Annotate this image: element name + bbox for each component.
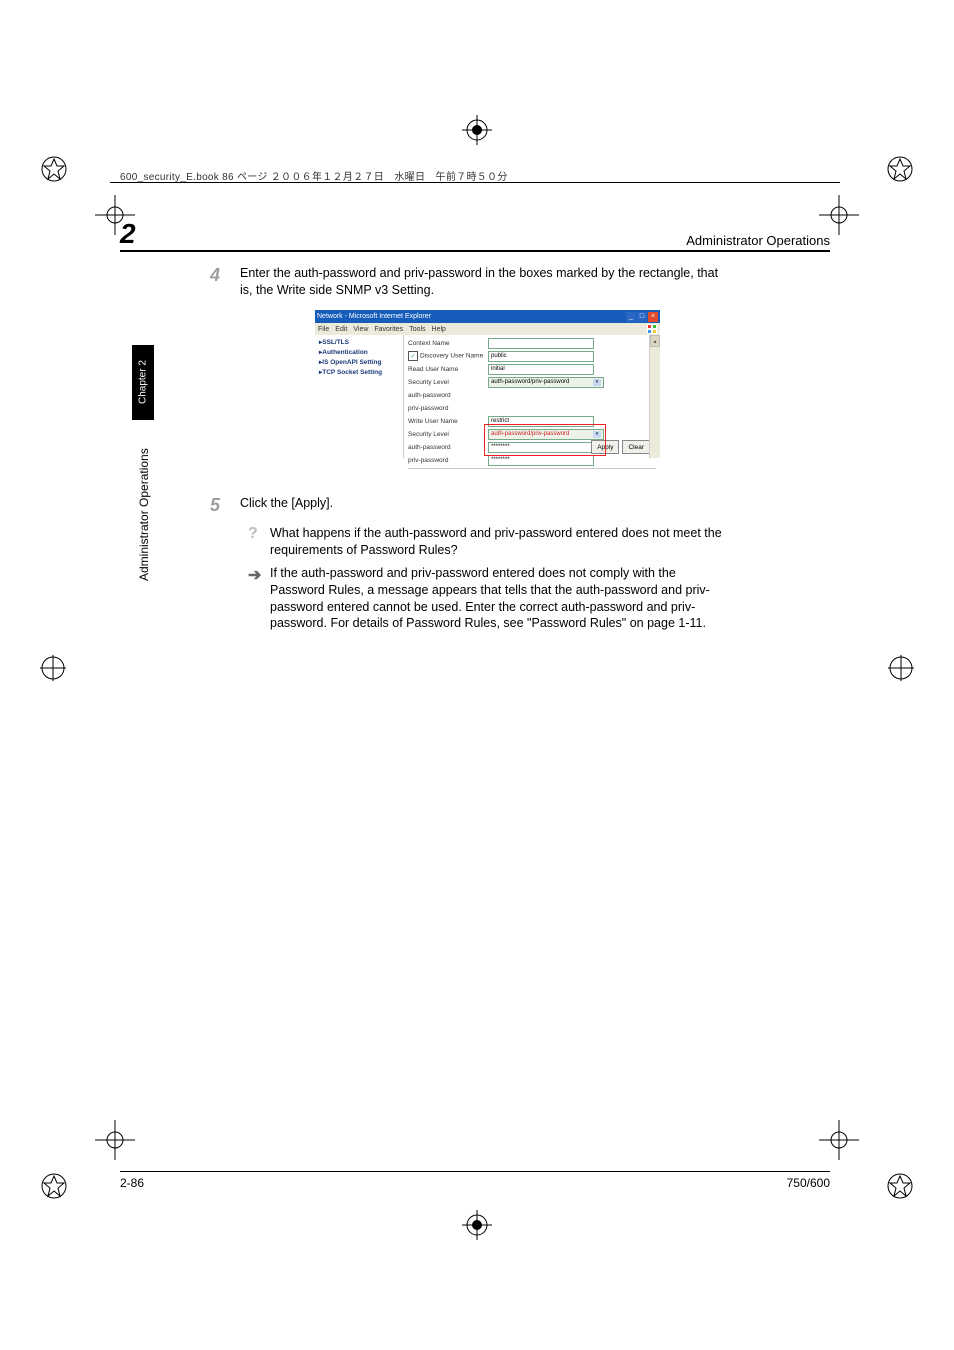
embedded-screenshot: Network - Microsoft Internet Explorer _ … bbox=[315, 310, 660, 458]
sidebar-tcp-socket[interactable]: ▸TCP Socket Setting bbox=[315, 367, 403, 377]
regmark-right-center bbox=[888, 655, 914, 681]
sidebar-authentication[interactable]: ▸Authentication bbox=[315, 347, 403, 357]
menu-favorites[interactable]: Favorites bbox=[374, 326, 403, 333]
ss-title: Network - Microsoft Internet Explorer bbox=[317, 313, 431, 320]
input-read-user[interactable]: initial bbox=[488, 364, 594, 375]
file-info-bar: 600_security_E.book 86 ページ ２００６年１２月２７日 水… bbox=[120, 168, 508, 183]
label-read-user: Read User Name bbox=[408, 366, 488, 373]
select-security-level[interactable]: auth-password/priv-password▾ bbox=[488, 377, 604, 388]
sidebar-ssl-tls[interactable]: ▸SSL/TLS bbox=[315, 337, 403, 347]
minimize-icon[interactable]: _ bbox=[626, 312, 636, 322]
checkbox-discovery[interactable]: ✓ bbox=[408, 351, 418, 361]
label-priv-pw: priv-password bbox=[408, 405, 488, 412]
label-security-level-2: Security Level bbox=[408, 431, 488, 438]
label-security-level: Security Level bbox=[408, 379, 488, 386]
label-auth-pw: auth-password bbox=[408, 392, 488, 399]
label-priv-pw-2: priv-password bbox=[408, 457, 488, 464]
label-context-name: Context Name bbox=[408, 340, 488, 347]
ie-logo-icon bbox=[647, 324, 657, 334]
regmark-top-center bbox=[462, 115, 492, 145]
question-text: What happens if the auth-password and pr… bbox=[270, 525, 730, 559]
menu-file[interactable]: File bbox=[318, 326, 329, 333]
footer-page-number: 2-86 bbox=[120, 1176, 144, 1190]
step-4-text: Enter the auth-password and priv-passwor… bbox=[240, 265, 730, 299]
answer-text: If the auth-password and priv-password e… bbox=[270, 565, 730, 633]
label-write-user: Write User Name bbox=[408, 418, 488, 425]
step-4: 4 Enter the auth-password and priv-passw… bbox=[240, 265, 730, 299]
menu-view[interactable]: View bbox=[353, 326, 368, 333]
footer-model: 750/600 bbox=[787, 1176, 830, 1190]
ss-menubar: File Edit View Favorites Tools Help bbox=[315, 323, 660, 335]
menu-edit[interactable]: Edit bbox=[335, 326, 347, 333]
page-header: 2 Administrator Operations bbox=[120, 220, 830, 252]
sidebar-openapi[interactable]: ▸IS OpenAPI Setting bbox=[315, 357, 403, 367]
step-5-number: 5 bbox=[210, 495, 220, 516]
label-discovery-user: ✓Discovery User Name bbox=[408, 351, 488, 361]
answer-arrow-icon: ➔ bbox=[248, 565, 261, 585]
ss-divider bbox=[408, 468, 656, 469]
ss-sidebar: ▸SSL/TLS ▸Authentication ▸IS OpenAPI Set… bbox=[315, 335, 404, 458]
page-footer: 2-86 750/600 bbox=[120, 1171, 830, 1190]
regmark-bottom-center bbox=[462, 1210, 492, 1240]
ss-main: Context Name ✓Discovery User Name public… bbox=[404, 335, 660, 458]
scroll-up-icon[interactable]: ▴ bbox=[650, 335, 660, 347]
side-section-label: Administrator Operations bbox=[137, 435, 151, 595]
step-5-text: Click the [Apply]. bbox=[240, 495, 730, 512]
input-discovery-user[interactable]: public bbox=[488, 351, 594, 362]
side-chapter-tab: Chapter 2 bbox=[132, 345, 154, 420]
header-title: Administrator Operations bbox=[686, 233, 830, 248]
ss-scrollbar[interactable]: ▴ bbox=[649, 335, 660, 458]
qa-block: ? What happens if the auth-password and … bbox=[270, 525, 730, 638]
regmark-top-left bbox=[40, 155, 68, 183]
close-icon[interactable]: × bbox=[648, 312, 658, 322]
menu-tools[interactable]: Tools bbox=[409, 326, 425, 333]
input-context-name[interactable] bbox=[488, 338, 594, 349]
step-4-number: 4 bbox=[210, 265, 220, 286]
chevron-down-icon: ▾ bbox=[593, 379, 601, 386]
question-icon: ? bbox=[248, 525, 258, 543]
regmark-top-right bbox=[886, 155, 914, 183]
input-priv-pw[interactable]: ******** bbox=[488, 455, 594, 466]
step-5: 5 Click the [Apply]. bbox=[240, 495, 730, 512]
chapter-number: 2 bbox=[120, 220, 136, 248]
ss-titlebar: Network - Microsoft Internet Explorer _ … bbox=[315, 310, 660, 323]
maximize-icon[interactable]: □ bbox=[637, 312, 647, 322]
regmark-bottom-right bbox=[886, 1172, 914, 1200]
label-auth-pw-2: auth-password bbox=[408, 444, 488, 451]
menu-help[interactable]: Help bbox=[432, 326, 446, 333]
clear-button[interactable]: Clear bbox=[622, 440, 650, 454]
highlight-rectangle bbox=[484, 424, 606, 456]
regmark-left-center bbox=[40, 655, 66, 681]
regmark-bottom-left bbox=[40, 1172, 68, 1200]
